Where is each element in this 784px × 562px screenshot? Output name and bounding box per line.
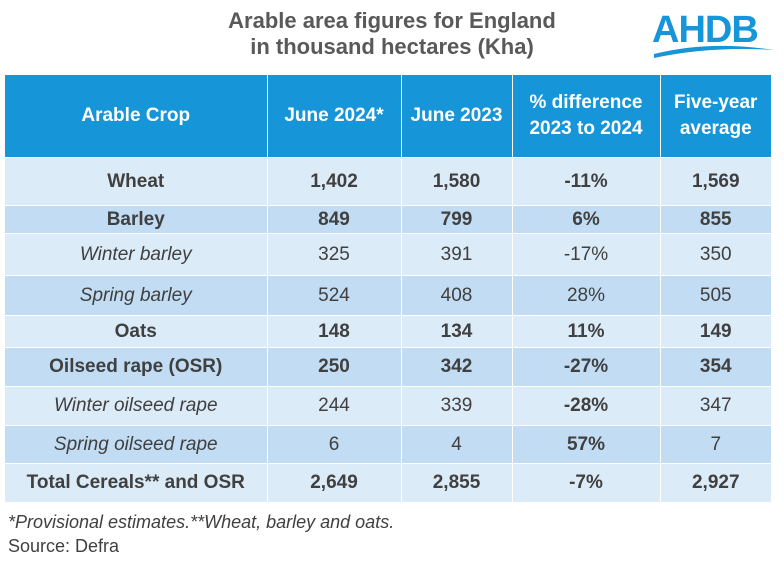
table-row: Spring oilseed rape 6 4 57% 7 bbox=[5, 425, 771, 464]
footnote: *Provisional estimates.**Wheat, barley a… bbox=[8, 512, 395, 532]
header-avg-line-1: Five-year bbox=[674, 92, 758, 113]
pct-difference-cell: 28% bbox=[512, 275, 661, 316]
five-year-average-cell: 354 bbox=[660, 347, 771, 387]
june-2024-cell: 148 bbox=[267, 315, 402, 348]
table-header-row: Arable Crop June 2024* June 2023 % diffe… bbox=[5, 75, 771, 158]
pct-difference-cell: 57% bbox=[512, 425, 661, 464]
june-2023-cell: 342 bbox=[401, 347, 513, 387]
arable-area-table: Arable Crop June 2024* June 2023 % diffe… bbox=[5, 75, 771, 502]
crop-cell: Winter oilseed rape bbox=[5, 386, 268, 426]
pct-difference-cell: -17% bbox=[512, 233, 661, 276]
june-2024-cell: 849 bbox=[267, 205, 402, 234]
crop-cell: Oilseed rape (OSR) bbox=[5, 347, 268, 387]
five-year-average-cell: 2,927 bbox=[660, 463, 771, 502]
pct-difference-cell: -27% bbox=[512, 347, 661, 387]
crop-cell: Spring oilseed rape bbox=[5, 425, 268, 464]
table-row: Total Cereals** and OSR 2,649 2,855 -7% … bbox=[5, 463, 771, 502]
pct-difference-cell: -11% bbox=[512, 157, 661, 206]
june-2023-cell: 408 bbox=[401, 275, 513, 316]
table-row: Winter barley 325 391 -17% 350 bbox=[5, 233, 771, 276]
table-row: Oats 148 134 11% 149 bbox=[5, 315, 771, 348]
table-row: Winter oilseed rape 244 339 -28% 347 bbox=[5, 386, 771, 426]
pct-difference-cell: -28% bbox=[512, 386, 661, 426]
table-row: Wheat 1,402 1,580 -11% 1,569 bbox=[5, 157, 771, 206]
logo-swoosh bbox=[654, 45, 774, 58]
june-2023-cell: 4 bbox=[401, 425, 513, 464]
june-2024-cell: 2,649 bbox=[267, 463, 402, 502]
header-june-2023: June 2023 bbox=[401, 75, 513, 158]
five-year-average-cell: 149 bbox=[660, 315, 771, 348]
title-line-2: in thousand hectares (Kha) bbox=[250, 34, 534, 59]
header-pct-line-2: 2023 to 2024 bbox=[529, 118, 643, 139]
footer: *Provisional estimates.**Wheat, barley a… bbox=[8, 510, 394, 558]
table-row: Barley 849 799 6% 855 bbox=[5, 205, 771, 234]
june-2023-cell: 339 bbox=[401, 386, 513, 426]
five-year-average-cell: 7 bbox=[660, 425, 771, 464]
ahdb-logo-text: AHDB bbox=[652, 9, 758, 51]
june-2023-cell: 1,580 bbox=[401, 157, 513, 206]
crop-cell: Barley bbox=[5, 205, 268, 234]
june-2023-cell: 2,855 bbox=[401, 463, 513, 502]
header-avg-line-2: average bbox=[679, 118, 752, 139]
header-crop: Arable Crop bbox=[5, 75, 268, 158]
header-june-2024: June 2024* bbox=[267, 75, 402, 158]
june-2024-cell: 6 bbox=[267, 425, 402, 464]
ahdb-logo: AHDB bbox=[652, 9, 774, 58]
header-pct-line-1: % difference bbox=[529, 92, 643, 113]
table-row: Oilseed rape (OSR) 250 342 -27% 354 bbox=[5, 347, 771, 387]
pct-difference-cell: 6% bbox=[512, 205, 661, 234]
five-year-average-cell: 1,569 bbox=[660, 157, 771, 206]
five-year-average-cell: 505 bbox=[660, 275, 771, 316]
title-line-1: Arable area figures for England bbox=[228, 8, 556, 33]
june-2023-cell: 134 bbox=[401, 315, 513, 348]
five-year-average-cell: 347 bbox=[660, 386, 771, 426]
header-five-year-average: Five-year average bbox=[660, 75, 771, 158]
pct-difference-cell: -7% bbox=[512, 463, 661, 502]
crop-cell: Spring barley bbox=[5, 275, 268, 316]
table-row: Spring barley 524 408 28% 505 bbox=[5, 275, 771, 316]
june-2023-cell: 799 bbox=[401, 205, 513, 234]
crop-cell: Oats bbox=[5, 315, 268, 348]
crop-cell: Total Cereals** and OSR bbox=[5, 463, 268, 502]
june-2024-cell: 524 bbox=[267, 275, 402, 316]
five-year-average-cell: 855 bbox=[660, 205, 771, 234]
source-note: Source: Defra bbox=[8, 536, 120, 556]
june-2023-cell: 391 bbox=[401, 233, 513, 276]
june-2024-cell: 244 bbox=[267, 386, 402, 426]
crop-cell: Wheat bbox=[5, 157, 268, 206]
june-2024-cell: 250 bbox=[267, 347, 402, 387]
header-pct-difference: % difference 2023 to 2024 bbox=[512, 75, 661, 158]
page-title: Arable area figures for England in thous… bbox=[0, 8, 784, 60]
five-year-average-cell: 350 bbox=[660, 233, 771, 276]
crop-cell: Winter barley bbox=[5, 233, 268, 276]
pct-difference-cell: 11% bbox=[512, 315, 661, 348]
june-2024-cell: 325 bbox=[267, 233, 402, 276]
june-2024-cell: 1,402 bbox=[267, 157, 402, 206]
